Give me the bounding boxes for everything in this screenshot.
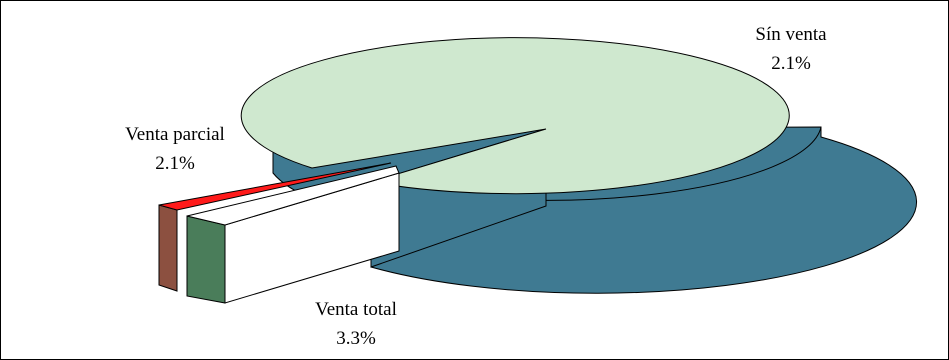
- slice-venta-parcial-side: [158, 204, 178, 292]
- value-sin-venta: 2.1%: [771, 53, 811, 74]
- value-venta-parcial: 2.1%: [155, 153, 195, 174]
- slice-venta-total-top: [186, 165, 400, 226]
- slice-sin-venta: [240, 37, 918, 294]
- label-venta-total: Venta total: [315, 299, 397, 320]
- slice-venta-parcial: [158, 162, 392, 292]
- label-sin-venta: Sín venta: [755, 24, 827, 45]
- value-venta-total: 3.3%: [336, 328, 376, 349]
- slice-venta-total: [186, 165, 400, 304]
- label-venta-parcial: Venta parcial: [125, 124, 225, 145]
- slice-venta-total-side: [186, 215, 226, 304]
- slice-venta-parcial-top: [158, 162, 392, 211]
- slice-sin-venta-side-front: [370, 126, 918, 294]
- slice-sin-venta-top: [240, 37, 790, 195]
